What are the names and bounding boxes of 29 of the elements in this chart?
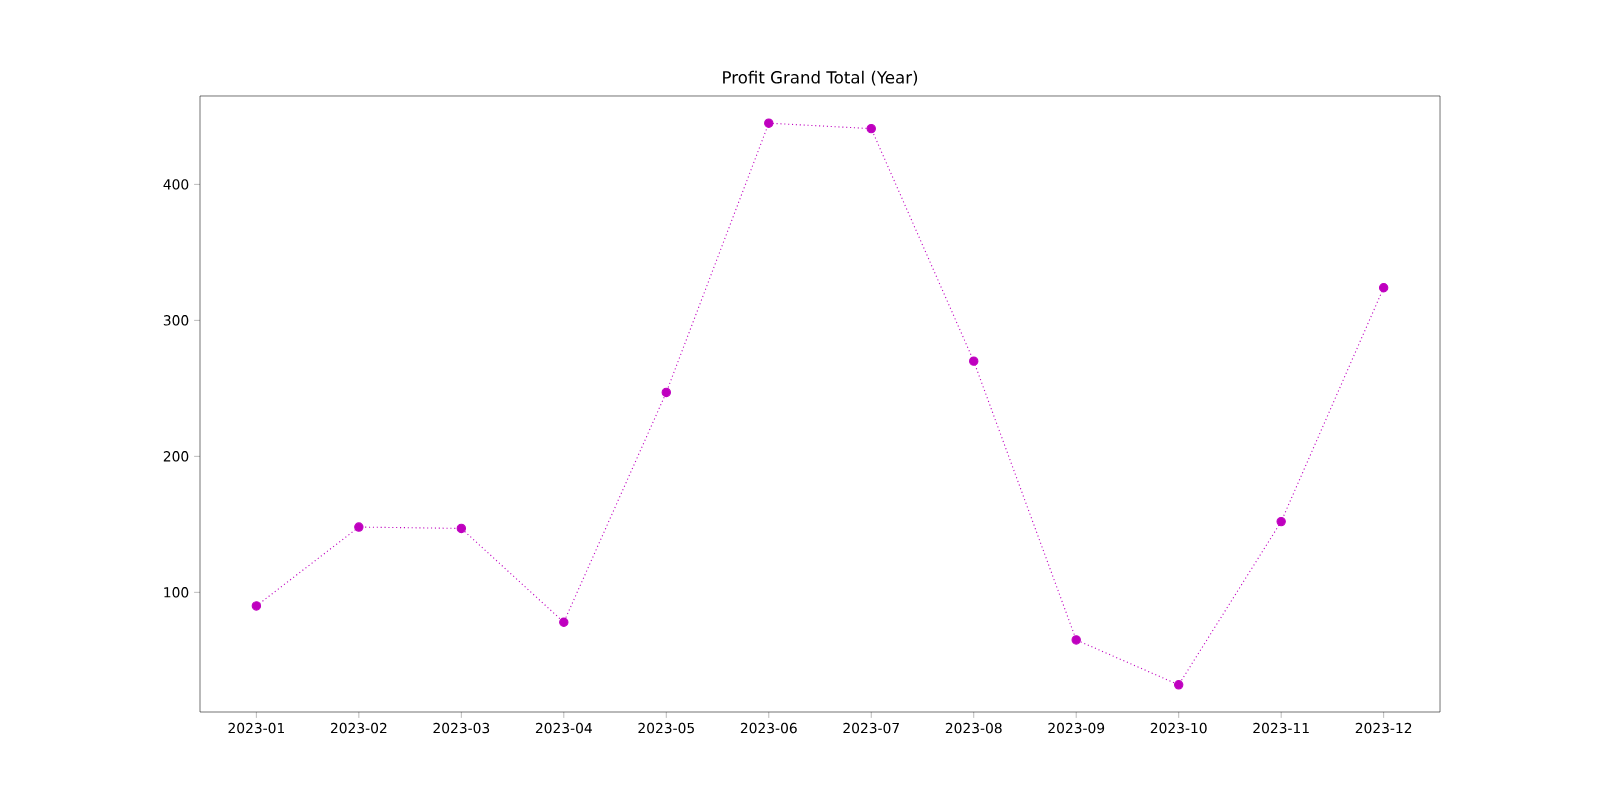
x-tick-label: 2023-08 [945, 722, 1002, 734]
chart-title: Profit Grand Total (Year) [723, 70, 918, 86]
x-tick-label: 2023-12 [1355, 722, 1412, 734]
point [354, 522, 364, 532]
x-tick-label: 2023-05 [638, 722, 694, 734]
x-tick-label: 2023-09 [1048, 722, 1105, 734]
x-tick-label: 2023-03 [433, 722, 490, 734]
x-tick-label: 2023-04 [535, 722, 592, 734]
x-tick-label: 2023-01 [228, 722, 284, 734]
y-tick-label: 300 [163, 315, 189, 326]
x-tick-label: 2023-10 [1150, 722, 1207, 734]
point [1276, 516, 1286, 527]
y-tick-label: 400 [163, 179, 189, 190]
x-tick-label: 2023-11 [1253, 722, 1309, 734]
y-tick-label: 200 [163, 451, 189, 462]
point [251, 601, 262, 611]
point [661, 387, 671, 398]
x-tick-label: 2023-07 [843, 722, 899, 734]
point [866, 123, 876, 134]
point [1071, 635, 1081, 645]
point [969, 356, 979, 366]
x-tick-label: 2023-06 [740, 722, 797, 734]
point [456, 523, 467, 534]
point [559, 617, 569, 627]
point [764, 118, 774, 128]
y-tick-label: 100 [164, 587, 189, 598]
point [1173, 680, 1184, 690]
x-tick-label: 2023-02 [330, 722, 387, 734]
point [1378, 283, 1389, 293]
